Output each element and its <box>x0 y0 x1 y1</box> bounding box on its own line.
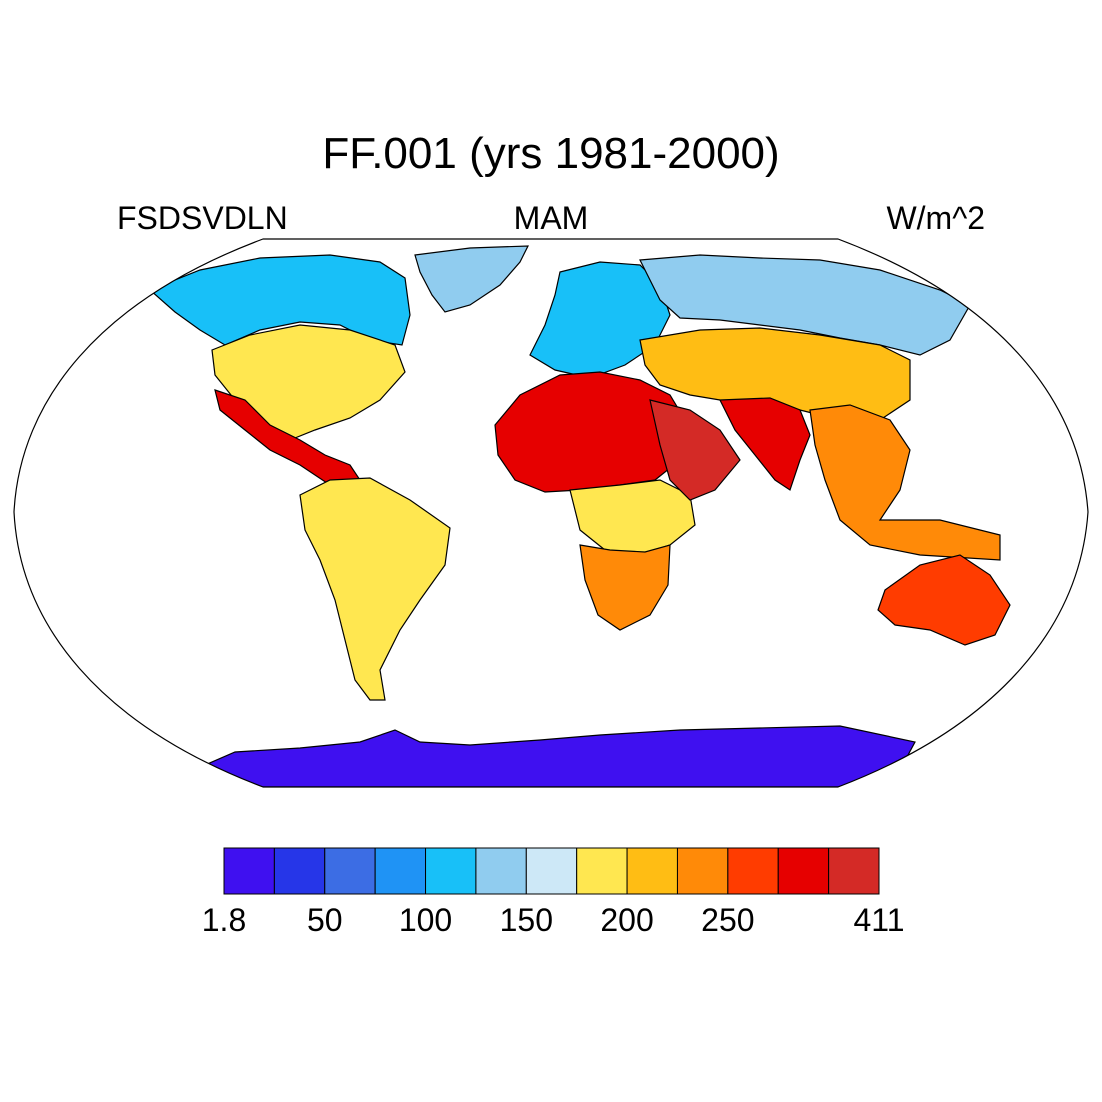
region-siberia <box>639 254 971 356</box>
colorbar-tick-label: 150 <box>499 902 553 938</box>
colorbar-tick-label: 250 <box>701 902 755 938</box>
colorbar-tick-label: 100 <box>398 902 453 938</box>
colorbar-box <box>273 847 326 895</box>
colorbar-box <box>576 847 628 895</box>
colorbar-tick-label: 50 <box>306 902 343 938</box>
region-arabia <box>649 399 741 501</box>
colorbar-box <box>324 847 376 895</box>
season-label: MAM <box>513 200 589 236</box>
colorbar-box <box>475 847 527 895</box>
colorbar-box <box>626 847 678 895</box>
region-southern-africa <box>579 544 671 631</box>
map-boundary <box>13 238 1089 788</box>
region-india <box>719 397 811 491</box>
region-south-america <box>299 477 451 701</box>
colorbar-box <box>727 847 779 895</box>
variable-label: FSDSVDLN <box>117 200 288 236</box>
colorbar-tick-label: 200 <box>600 902 654 938</box>
colorbar-box <box>425 847 477 895</box>
units-label: W/m^2 <box>886 200 985 236</box>
colorbar-tick-label: 411 <box>853 902 905 938</box>
region-greenland <box>414 245 529 313</box>
colorbar-box <box>223 847 275 895</box>
region-central-africa <box>569 479 696 556</box>
colorbar-box <box>777 847 830 895</box>
colorbar-box <box>828 847 880 895</box>
colorbar-box <box>525 847 578 895</box>
colorbar-tick-label: 1.8 <box>201 902 247 938</box>
region-europe <box>529 261 671 379</box>
region-southeast-asia <box>809 404 1001 561</box>
region-australia <box>877 554 1011 646</box>
colorbar-box <box>676 847 729 895</box>
colorbar-box <box>374 847 427 895</box>
chart-title: FF.001 (yrs 1981-2000) <box>322 129 780 178</box>
